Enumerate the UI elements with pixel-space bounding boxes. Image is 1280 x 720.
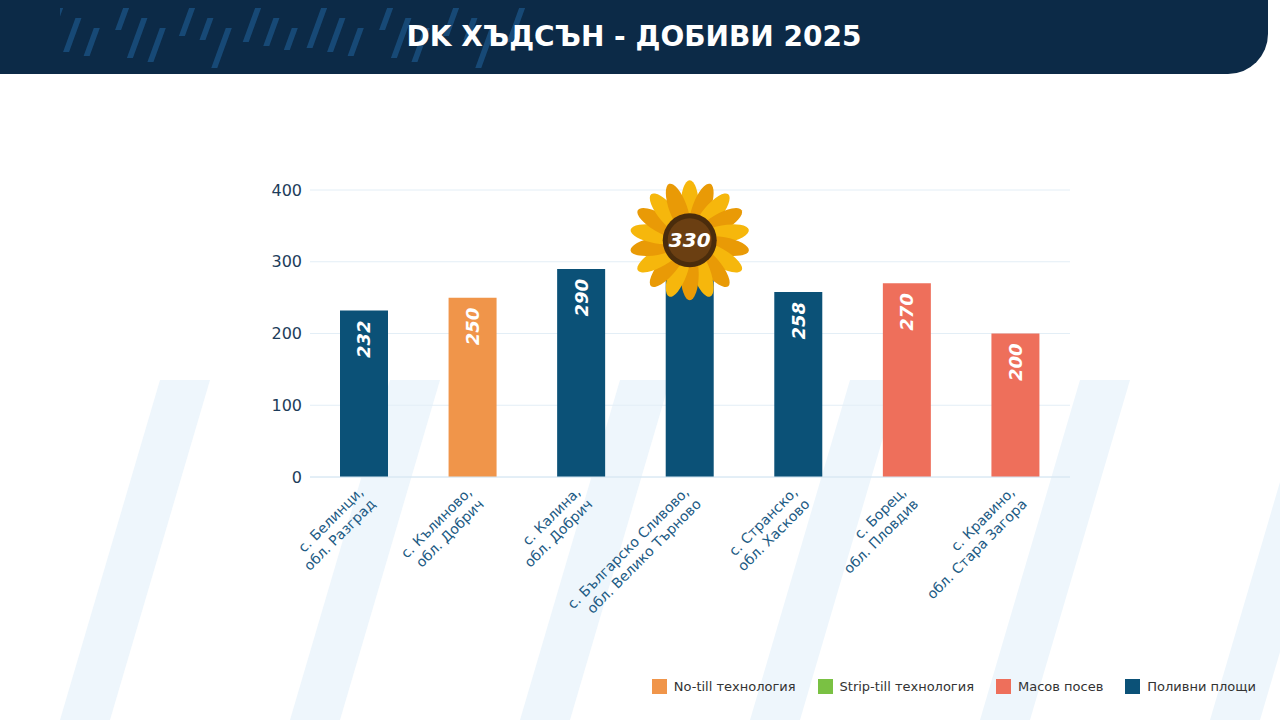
svg-text:100: 100 [271, 396, 302, 415]
svg-text:400: 400 [271, 181, 302, 200]
html-text:DK ХЪДСЪН - ДОБИВИ 2025: DK ХЪДСЪН - ДОБИВИ 2025 [406, 20, 862, 53]
svg-text:с. Белинци,обл. Разград: с. Белинци,обл. Разград [289, 484, 379, 574]
svg-text:200: 200 [271, 324, 302, 343]
svg-text:270: 270 [896, 293, 917, 331]
svg-text:258: 258 [788, 302, 809, 340]
html-text:No-till технология: No-till технология [673, 679, 796, 694]
svg-text:250: 250 [462, 308, 483, 346]
html-text:Поливни площи: Поливни площи [1147, 679, 1256, 694]
svg-text:с. Българско Сливово,обл. Вели: с. Българско Сливово,обл. Велико Търново [564, 484, 704, 624]
svg-text:0: 0 [292, 468, 302, 487]
svg-text:с. Кравино,обл. Стара Загора: с. Кравино,обл. Стара Загора [911, 484, 1029, 602]
html-text:Масов посев: Масов посев [1018, 679, 1104, 694]
html-text:Strip-till технология: Strip-till технология [839, 679, 974, 694]
svg-text:с. Странско,обл. Хасково: с. Странско,обл. Хасково [722, 484, 812, 574]
svg-text:с. Борец,обл. Пловдив: с. Борец,обл. Пловдив [828, 484, 921, 577]
svg-text:200: 200 [1005, 344, 1026, 382]
svg-text:290: 290 [571, 279, 592, 317]
svg-text:с. Кълиново,обл. Добрич: с. Кълиново,обл. Добрич [398, 484, 487, 573]
svg-text:300: 300 [271, 252, 302, 271]
svg-text:232: 232 [354, 321, 375, 359]
svg-text:330: 330 [669, 228, 711, 252]
svg-text:с. Калина,обл. Добрич: с. Калина,обл. Добрич [509, 484, 596, 571]
